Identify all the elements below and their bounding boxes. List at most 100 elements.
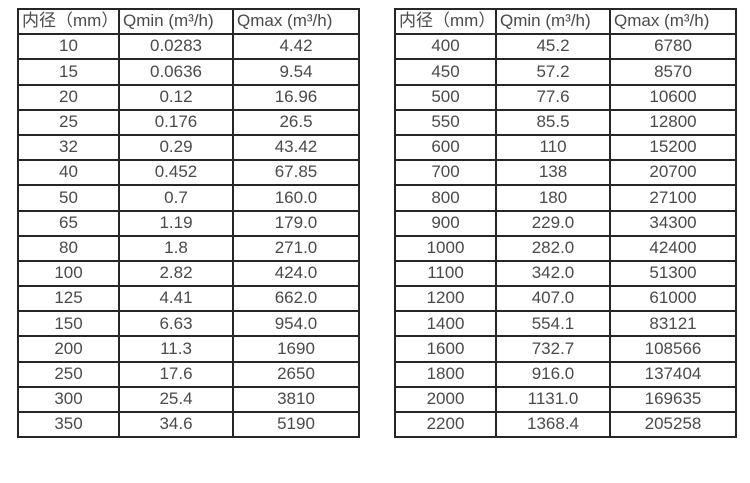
cell-inner-diameter: 150 (17, 310, 120, 338)
flow-rate-table-large-diameters: 内径（mm） Qmin (m³/h) Qmax (m³/h) 400 45.2 67… (394, 7, 737, 439)
cell-qmin: 1.19 (118, 209, 234, 237)
cell-qmin: 1131.0 (495, 385, 611, 414)
table-row: 700 138 20700 (394, 159, 737, 187)
cell-qmax: 954.0 (232, 310, 360, 338)
cell-inner-diameter: 10 (17, 33, 120, 61)
cell-inner-diameter: 25 (17, 108, 120, 136)
cell-inner-diameter: 1200 (394, 285, 497, 313)
cell-inner-diameter: 65 (17, 209, 120, 237)
table-row: 2200 1368.4 205258 (394, 410, 737, 439)
cell-qmin: 4.41 (118, 285, 234, 313)
cell-qmin: 1.8 (118, 234, 234, 262)
table-row: 300 25.4 3810 (17, 385, 360, 414)
cell-qmin: 916.0 (495, 360, 611, 388)
tables-container: 内径（mm） Qmin (m³/h) Qmax (m³/h) 10 0.0283 4… (17, 7, 737, 439)
table-row: 800 180 27100 (394, 184, 737, 212)
cell-qmax: 5190 (232, 410, 360, 439)
table-row: 500 77.6 10600 (394, 83, 737, 111)
cell-qmin: 0.176 (118, 108, 234, 136)
cell-qmin: 342.0 (495, 259, 611, 288)
cell-qmin: 85.5 (495, 108, 611, 136)
cell-inner-diameter: 2000 (394, 385, 497, 414)
header-qmax: Qmax (m³/h) (609, 7, 737, 36)
cell-qmax: 83121 (609, 310, 737, 338)
cell-qmin: 110 (495, 133, 611, 162)
cell-qmax: 27100 (609, 184, 737, 212)
cell-inner-diameter: 600 (394, 133, 497, 162)
header-row: 内径（mm） Qmin (m³/h) Qmax (m³/h) (394, 7, 737, 36)
cell-qmin: 1368.4 (495, 410, 611, 439)
header-row: 内径（mm） Qmin (m³/h) Qmax (m³/h) (17, 7, 360, 36)
cell-inner-diameter: 900 (394, 209, 497, 237)
cell-qmin: 0.0283 (118, 33, 234, 61)
cell-qmax: 34300 (609, 209, 737, 237)
cell-inner-diameter: 1800 (394, 360, 497, 388)
cell-qmin: 0.452 (118, 159, 234, 187)
cell-qmin: 0.12 (118, 83, 234, 111)
cell-qmin: 229.0 (495, 209, 611, 237)
table-row: 1400 554.1 83121 (394, 310, 737, 338)
cell-qmax: 20700 (609, 159, 737, 187)
cell-inner-diameter: 1000 (394, 234, 497, 262)
cell-qmax: 2650 (232, 360, 360, 388)
table-row: 125 4.41 662.0 (17, 285, 360, 313)
cell-qmin: 11.3 (118, 335, 234, 363)
cell-qmax: 26.5 (232, 108, 360, 136)
cell-inner-diameter: 80 (17, 234, 120, 262)
cell-inner-diameter: 20 (17, 83, 120, 111)
header-qmin: Qmin (m³/h) (495, 7, 611, 36)
cell-qmax: 10600 (609, 83, 737, 111)
table-row: 1600 732.7 108566 (394, 335, 737, 363)
cell-qmax: 8570 (609, 58, 737, 86)
table-row: 900 229.0 34300 (394, 209, 737, 237)
cell-inner-diameter: 450 (394, 58, 497, 86)
cell-inner-diameter: 1600 (394, 335, 497, 363)
table-row: 1800 916.0 137404 (394, 360, 737, 388)
table-row: 350 34.6 5190 (17, 410, 360, 439)
cell-qmax: 179.0 (232, 209, 360, 237)
cell-qmax: 51300 (609, 259, 737, 288)
table-row: 25 0.176 26.5 (17, 108, 360, 136)
cell-inner-diameter: 350 (17, 410, 120, 439)
cell-qmin: 732.7 (495, 335, 611, 363)
cell-qmax: 42400 (609, 234, 737, 262)
cell-qmin: 6.63 (118, 310, 234, 338)
table-row: 15 0.0636 9.54 (17, 58, 360, 86)
header-qmax: Qmax (m³/h) (232, 7, 360, 36)
cell-inner-diameter: 500 (394, 83, 497, 111)
table-row: 1200 407.0 61000 (394, 285, 737, 313)
table-row: 100 2.82 424.0 (17, 259, 360, 288)
cell-inner-diameter: 200 (17, 335, 120, 363)
cell-qmax: 6780 (609, 33, 737, 61)
cell-qmax: 1690 (232, 335, 360, 363)
cell-qmin: 180 (495, 184, 611, 212)
cell-qmin: 554.1 (495, 310, 611, 338)
cell-qmin: 17.6 (118, 360, 234, 388)
cell-inner-diameter: 300 (17, 385, 120, 414)
cell-qmax: 160.0 (232, 184, 360, 212)
cell-qmax: 137404 (609, 360, 737, 388)
cell-inner-diameter: 700 (394, 159, 497, 187)
cell-qmax: 108566 (609, 335, 737, 363)
cell-qmin: 25.4 (118, 385, 234, 414)
cell-qmin: 2.82 (118, 259, 234, 288)
cell-qmin: 407.0 (495, 285, 611, 313)
cell-qmax: 16.96 (232, 83, 360, 111)
cell-inner-diameter: 2200 (394, 410, 497, 439)
cell-qmax: 169635 (609, 385, 737, 414)
table-row: 400 45.2 6780 (394, 33, 737, 61)
cell-qmax: 61000 (609, 285, 737, 313)
table-row: 150 6.63 954.0 (17, 310, 360, 338)
cell-qmin: 34.6 (118, 410, 234, 439)
flow-rate-table-small-diameters: 内径（mm） Qmin (m³/h) Qmax (m³/h) 10 0.0283 4… (17, 7, 360, 439)
table-row: 2000 1131.0 169635 (394, 385, 737, 414)
table-row: 450 57.2 8570 (394, 58, 737, 86)
cell-qmax: 4.42 (232, 33, 360, 61)
cell-qmin: 0.0636 (118, 58, 234, 86)
table-row: 80 1.8 271.0 (17, 234, 360, 262)
cell-qmin: 57.2 (495, 58, 611, 86)
cell-qmax: 43.42 (232, 133, 360, 162)
table-row: 600 110 15200 (394, 133, 737, 162)
cell-inner-diameter: 800 (394, 184, 497, 212)
cell-inner-diameter: 1400 (394, 310, 497, 338)
